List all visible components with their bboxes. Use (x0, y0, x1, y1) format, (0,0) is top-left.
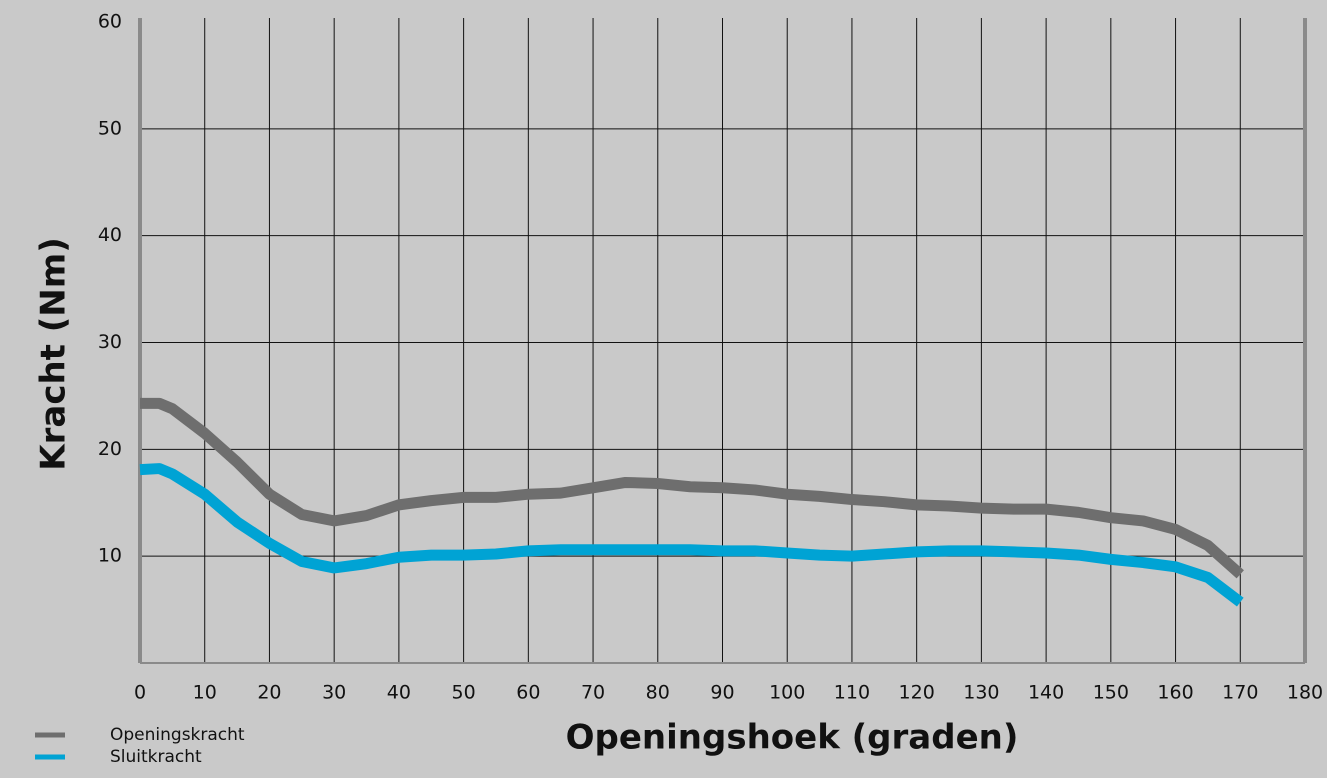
x-tick-label: 100 (769, 682, 805, 704)
y-tick-label: 30 (98, 331, 122, 353)
x-tick-label: 20 (257, 682, 281, 704)
x-tick-label: 140 (1028, 682, 1064, 704)
y-tick-label: 60 (98, 11, 122, 33)
x-tick-label: 80 (646, 682, 670, 704)
x-tick-label: 50 (452, 682, 476, 704)
x-tick-label: 110 (834, 682, 870, 704)
legend-label: Openingskracht (110, 725, 245, 745)
series-line (140, 397, 1244, 579)
y-tick-label: 50 (98, 117, 122, 139)
x-tick-label: 90 (710, 682, 734, 704)
x-tick-label: 130 (963, 682, 999, 704)
x-tick-label: 170 (1222, 682, 1258, 704)
x-tick-label: 160 (1157, 682, 1193, 704)
x-tick-label: 150 (1093, 682, 1129, 704)
y-tick-label: 20 (98, 438, 122, 460)
y-axis-title: Kracht (Nm) (34, 237, 74, 470)
x-tick-label: 30 (322, 682, 346, 704)
y-tick-label: 10 (98, 545, 122, 567)
legend-label: Sluitkracht (110, 747, 202, 767)
series-line (139, 463, 1244, 607)
x-tick-label: 0 (134, 682, 146, 704)
x-tick-label: 70 (581, 682, 605, 704)
x-tick-label: 10 (193, 682, 217, 704)
x-tick-label: 120 (899, 682, 935, 704)
x-tick-label: 40 (387, 682, 411, 704)
x-tick-label: 180 (1287, 682, 1323, 704)
x-axis-title: Openingshoek (graden) (566, 718, 1019, 758)
x-tick-label: 60 (516, 682, 540, 704)
y-tick-label: 40 (98, 224, 122, 246)
